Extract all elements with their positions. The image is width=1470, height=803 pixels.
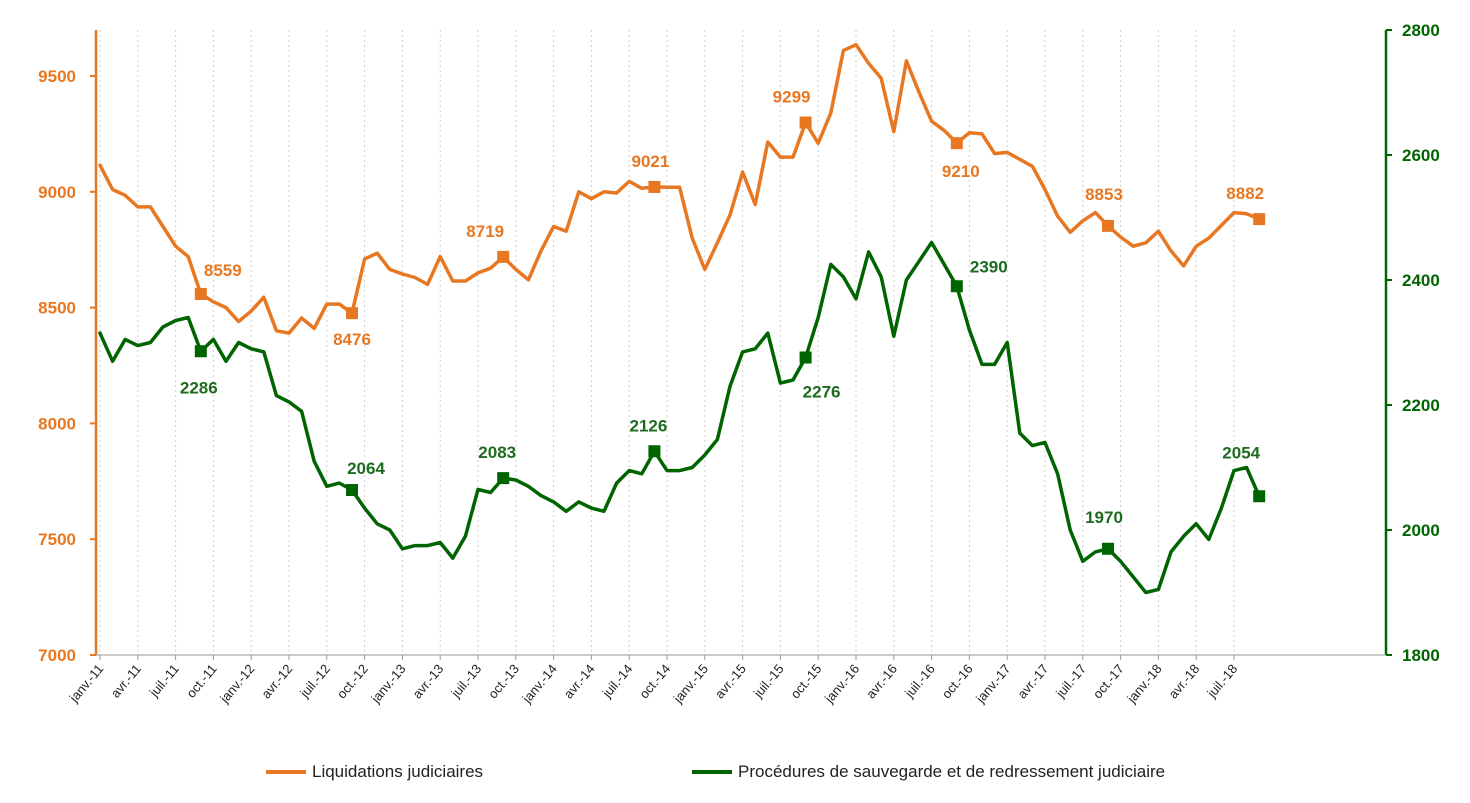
series-line-liquidations	[98, 42, 1261, 335]
data-label: 2276	[803, 383, 841, 402]
left-tick-label: 7000	[38, 646, 76, 665]
x-tick-label: janv.-17	[972, 661, 1013, 706]
legend-item-liquidations: Liquidations judiciaires	[266, 762, 483, 782]
data-marker	[950, 137, 963, 150]
data-label: 2390	[970, 257, 1008, 276]
x-tick-label: janv.-15	[670, 661, 711, 706]
data-label: 8719	[466, 222, 504, 241]
data-marker	[194, 345, 207, 358]
data-label: 8476	[333, 330, 371, 349]
x-tick-label: janv.-11	[66, 661, 107, 705]
axes	[94, 30, 1388, 656]
series-lines	[98, 42, 1261, 595]
x-tick-label: oct.-13	[485, 661, 522, 701]
x-tick-label: avr.-13	[409, 661, 446, 701]
data-marker	[1253, 490, 1266, 503]
left-tick-label: 9500	[38, 67, 76, 86]
x-tick-label: janv.-16	[821, 661, 862, 706]
x-tick-label: avr.-15	[712, 661, 749, 701]
x-tick-label: oct.-11	[183, 661, 219, 700]
dual-axis-line-chart: 7000 7500 8000 8500 9000 9500 1800 2000 2200 240…	[38, 21, 1440, 706]
right-y-axis: 1800 2000 2200 2400 2600 2800	[1386, 21, 1440, 665]
data-label: 9021	[631, 152, 669, 171]
x-tick-label: oct.-16	[939, 661, 976, 701]
x-tick-label: janv.-12	[216, 661, 257, 706]
left-tick-label: 7500	[38, 530, 76, 549]
x-tick-label: avr.-14	[561, 661, 598, 701]
data-label: 2083	[478, 443, 516, 462]
data-labels: 8559 8476 8719 9021 9299 9210 8853 8882 2286 2064…	[180, 88, 1264, 527]
data-marker	[346, 484, 358, 496]
data-label: 8853	[1085, 185, 1123, 204]
data-label: 1970	[1085, 508, 1123, 527]
x-tick-label: juil.-12	[296, 661, 333, 701]
left-y-axis: 7000 7500 8000 8500 9000 9500	[38, 67, 96, 665]
x-tick-label: juil.-14	[599, 661, 636, 701]
right-tick-label: 2400	[1402, 271, 1440, 290]
data-label: 8882	[1226, 184, 1264, 203]
data-marker	[648, 180, 661, 193]
data-marker	[648, 445, 661, 458]
x-tick-label: janv.-14	[519, 661, 560, 706]
data-marker	[799, 351, 812, 364]
left-tick-label: 8000	[38, 414, 76, 433]
data-marker	[194, 287, 207, 300]
data-marker	[799, 116, 812, 129]
left-tick-label: 9000	[38, 183, 76, 202]
x-tick-label: avr.-16	[863, 661, 900, 701]
series-line-procedures	[98, 240, 1261, 595]
legend-swatch-green	[692, 770, 732, 774]
legend: Liquidations judiciaires Procédures de s…	[0, 762, 1470, 788]
x-tick-label: oct.-12	[334, 661, 371, 701]
right-tick-label: 1800	[1402, 646, 1440, 665]
right-tick-label: 2200	[1402, 396, 1440, 415]
right-tick-label: 2600	[1402, 146, 1440, 165]
x-tick-label: oct.-15	[787, 661, 824, 701]
legend-item-procedures: Procédures de sauvegarde et de redressem…	[692, 762, 1165, 782]
x-tick-label: oct.-17	[1090, 661, 1127, 701]
data-marker	[346, 307, 358, 320]
data-label: 2286	[180, 378, 218, 397]
x-tick-label: oct.-14	[636, 661, 673, 701]
x-tick-label: janv.-18	[1123, 661, 1164, 706]
x-tick-label: avr.-17	[1014, 661, 1051, 701]
vertical-gridlines	[99, 30, 1235, 655]
x-tick-label: juil.-15	[750, 661, 787, 701]
data-label: 9210	[942, 162, 980, 181]
x-tick-label: juil.-17	[1052, 661, 1089, 701]
data-marker	[950, 280, 963, 293]
right-tick-label: 2800	[1402, 21, 1440, 40]
data-label: 8559	[204, 261, 242, 280]
x-tick-label: avr.-18	[1165, 661, 1202, 701]
x-tick-label: juil.-13	[448, 661, 485, 701]
left-tick-label: 8500	[38, 299, 76, 318]
data-marker	[497, 250, 510, 263]
legend-swatch-orange	[266, 770, 306, 774]
x-tick-label: juil.-16	[901, 661, 938, 701]
x-tick-label: janv.-13	[367, 661, 408, 706]
series-markers	[194, 116, 1266, 555]
data-label: 2054	[1222, 443, 1260, 462]
x-tick-label: avr.-12	[258, 661, 295, 701]
data-marker	[1253, 213, 1266, 226]
data-marker	[497, 472, 510, 485]
x-tick-label: avr.-11	[108, 661, 144, 700]
data-marker	[1102, 219, 1114, 232]
data-label: 2126	[629, 416, 667, 435]
right-tick-label: 2000	[1402, 521, 1440, 540]
data-label: 9299	[773, 88, 811, 107]
legend-label-procedures: Procédures de sauvegarde et de redressem…	[738, 762, 1166, 781]
legend-label-liquidations: Liquidations judiciaires	[312, 762, 484, 781]
data-label: 2064	[347, 459, 385, 478]
x-tick-label: juil.-11	[146, 661, 182, 700]
x-tick-label: juil.-18	[1204, 661, 1241, 701]
data-marker	[1102, 542, 1114, 555]
